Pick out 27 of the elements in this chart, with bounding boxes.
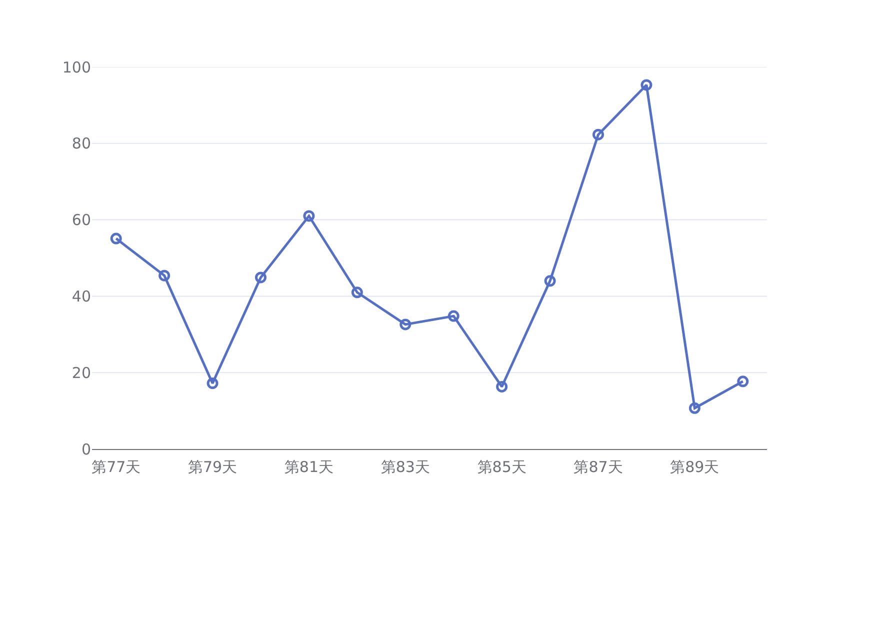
x-tick-label: 第89天 — [670, 458, 720, 476]
x-tick-label: 第87天 — [574, 458, 623, 476]
point — [544, 275, 556, 287]
x-tick-label: 第83天 — [380, 458, 430, 476]
point — [592, 128, 604, 140]
x-tick-label: 第81天 — [284, 458, 334, 476]
y-tick-label: 20 — [72, 364, 91, 382]
x-tick-label: 第79天 — [188, 458, 238, 476]
point — [255, 272, 266, 284]
point — [448, 310, 460, 322]
point — [640, 79, 652, 91]
point — [351, 286, 363, 298]
point — [206, 378, 218, 390]
point — [496, 380, 508, 392]
x-tick-label: 第77天 — [92, 458, 141, 476]
point — [737, 376, 749, 388]
point — [110, 232, 122, 244]
y-tick-label: 0 — [81, 440, 91, 458]
point — [400, 318, 412, 330]
point — [688, 402, 700, 414]
y-tick-label: 100 — [62, 58, 91, 76]
point — [158, 270, 170, 282]
x-tick-label: 第85天 — [477, 458, 526, 476]
point — [303, 210, 315, 222]
y-tick-label: 60 — [72, 211, 91, 230]
y-tick-label: 80 — [72, 134, 91, 153]
y-tick-label: 40 — [72, 287, 91, 306]
